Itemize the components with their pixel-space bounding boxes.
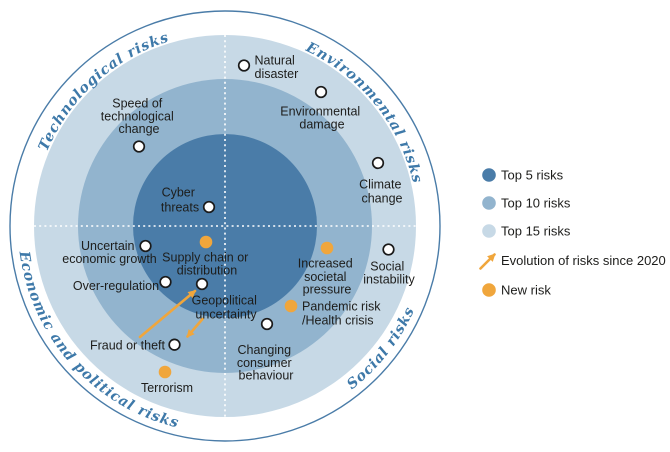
- risk-cyber-threats: Cyber threats: [161, 186, 216, 215]
- risk-dot: [202, 200, 216, 214]
- risk-label: Increased societal pressure: [298, 257, 356, 297]
- risk-terrorism: Terrorism: [141, 365, 193, 395]
- risk-supply-chain-or-distribution: Supply chain or distribution: [162, 235, 252, 278]
- top15-swatch-icon: [482, 224, 496, 238]
- risk-geopolitical-uncertainty: Geopolitical uncertainty: [192, 277, 261, 322]
- top5-swatch-icon: [482, 168, 496, 182]
- risk-dot: [195, 277, 209, 291]
- risk-dot: [168, 338, 181, 351]
- risk-label: Pandemic risk /Health crisis: [302, 300, 384, 328]
- risk-changing-consumer-behaviour: Changing consumer behaviour: [237, 317, 295, 383]
- risk-label: Terrorism: [141, 381, 193, 395]
- risk-pandemic-risk-health-crisis: Pandemic risk /Health crisis: [284, 299, 384, 328]
- risk-dot-new: [284, 299, 298, 313]
- risk-label: Uncertain economic growth: [62, 239, 157, 266]
- risk-dot: [237, 59, 251, 72]
- risk-natural-disaster: Natural disaster: [237, 54, 299, 82]
- risk-label: Changing consumer behaviour: [237, 343, 295, 383]
- evolution-arrow-icon: [479, 253, 496, 270]
- risk-dot: [132, 140, 146, 153]
- risk-label: Cyber threats: [161, 186, 199, 215]
- risk-climate-change: Climate change: [359, 156, 405, 206]
- risk-dot-new: [320, 241, 334, 255]
- legend-item-evolution: Evolution of risks since 2020: [479, 253, 666, 270]
- risk-label: Social instability: [363, 260, 415, 287]
- legend-label: Evolution of risks since 2020: [501, 253, 666, 268]
- risk-increased-societal-pressure: Increased societal pressure: [298, 241, 356, 297]
- risk-label: Over-regulation: [73, 279, 159, 293]
- risk-dot: [371, 156, 385, 170]
- legend-item-top5: Top 5 risks: [482, 168, 564, 183]
- evolution-arrow-to-fraud-or-theft: [186, 317, 204, 338]
- risk-social-instability: Social instability: [363, 243, 415, 287]
- legend-item-new-risk: New risk: [482, 283, 551, 298]
- legend-label: New risk: [501, 283, 551, 298]
- risk-fraud-or-theft: Fraud or theft: [90, 338, 181, 353]
- legend-item-top15: Top 15 risks: [482, 224, 571, 239]
- risk-dot: [314, 85, 328, 99]
- legend-label: Top 10 risks: [501, 196, 571, 211]
- legend-label: Top 5 risks: [501, 168, 564, 183]
- risk-dot-new: [158, 365, 172, 379]
- risk-environmental-damage: Environmental damage: [280, 85, 363, 132]
- risk-label: Supply chain or distribution: [162, 251, 252, 278]
- evolution-arrow-to-geopolitical-uncertainty: [138, 289, 197, 339]
- risk-label: Climate change: [359, 178, 405, 206]
- risk-label: Environmental damage: [280, 105, 363, 132]
- risk-label: Natural disaster: [255, 54, 299, 82]
- legend-item-top10: Top 10 risks: [482, 196, 571, 211]
- top10-swatch-icon: [482, 196, 496, 210]
- risk-over-regulation: Over-regulation: [73, 275, 172, 293]
- risk-dot: [139, 239, 152, 253]
- risk-label: Geopolitical uncertainty: [192, 294, 261, 322]
- legend-label: Top 15 risks: [501, 224, 571, 239]
- legend: Top 5 risks Top 10 risks Top 15 risks Ev…: [479, 168, 666, 298]
- risk-uncertain-economic-growth: Uncertain economic growth: [62, 239, 157, 266]
- risk-label: Fraud or theft: [90, 339, 166, 353]
- new-risk-swatch-icon: [482, 283, 496, 297]
- risk-dot: [260, 317, 274, 331]
- top5-ring-circle: [133, 134, 317, 318]
- risk-dot: [382, 243, 395, 256]
- risk-label: Speed of technological change: [101, 97, 177, 137]
- risk-dot-new: [199, 235, 213, 249]
- risk-dot: [159, 275, 172, 289]
- risk-speed-of-technological-change: Speed of technological change: [101, 97, 177, 153]
